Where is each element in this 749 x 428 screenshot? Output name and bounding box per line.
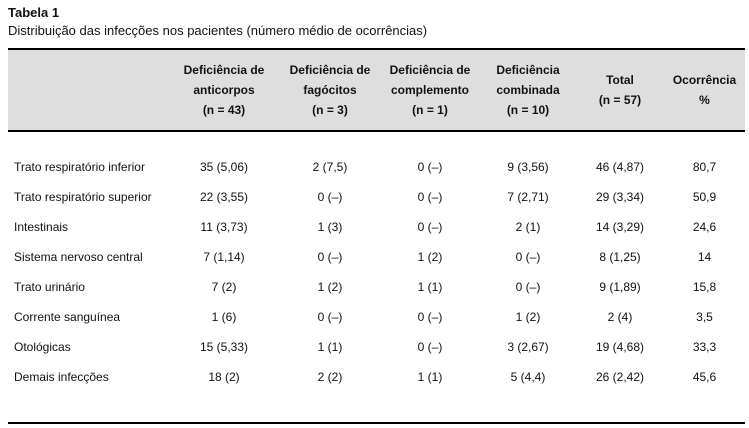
table-row: Otológicas 15 (5,33) 1 (1) 0 (–) 3 (2,67) 19 … [8, 332, 745, 362]
column-header: Ocorrência % [664, 49, 745, 132]
cell: 45,6 [692, 370, 717, 384]
cell: 46 (4,87) [595, 160, 645, 174]
row-label: Sistema nervoso central [14, 250, 143, 264]
cell: 1 (2) [515, 310, 541, 324]
cell: 29 (3,34) [595, 190, 645, 204]
row-label: Trato urinário [14, 280, 85, 294]
cell: 0 (–) [515, 250, 541, 264]
cell: 0 (–) [417, 220, 443, 234]
row-label: Intestinais [14, 220, 69, 234]
table-body: Trato respiratório inferior 35 (5,06) 2 (7… [8, 131, 745, 423]
row-label: Trato respiratório superior [14, 190, 152, 204]
cell: 2 (7,5) [312, 160, 348, 174]
row-label: Trato respiratório inferior [14, 160, 145, 174]
row-label-header [8, 49, 168, 132]
cell: 50,9 [692, 190, 717, 204]
cell: 0 (–) [417, 340, 443, 354]
table-row: Trato respiratório superior 22 (3,55) 0 (–… [8, 182, 745, 212]
table-subtitle: Distribuição das infecções nos pacientes… [8, 23, 428, 38]
cell: 1 (1) [317, 340, 343, 354]
cell: 26 (2,42) [595, 370, 645, 384]
column-header: Total (n = 57) [576, 49, 664, 132]
cell: 3,5 [696, 310, 713, 324]
cell: 9 (3,56) [507, 160, 549, 174]
column-header: Deficiência de anticorpos (n = 43) [168, 49, 280, 132]
cell: 2 (1) [515, 220, 541, 234]
cell: 7 (1,14) [203, 250, 245, 264]
column-header: Deficiência de fagócitos (n = 3) [280, 49, 380, 132]
column-header: Deficiência combinada (n = 10) [480, 49, 576, 132]
cell: 1 (6) [211, 310, 237, 324]
cell: 0 (–) [317, 310, 343, 324]
cell: 35 (5,06) [199, 160, 249, 174]
infections-table: Deficiência de anticorpos (n = 43) Defici… [8, 48, 745, 424]
cell: 15,8 [692, 280, 717, 294]
cell: 1 (2) [417, 250, 443, 264]
cell: 7 (2,71) [507, 190, 549, 204]
row-label: Otológicas [14, 340, 71, 354]
table-title: Tabela 1 [8, 5, 60, 20]
table-header: Deficiência de anticorpos (n = 43) Defici… [8, 49, 745, 132]
row-label: Corrente sanguínea [14, 310, 121, 324]
table-row: Trato urinário 7 (2) 1 (2) 1 (1) 0 (–) 9 (1,8… [8, 272, 745, 302]
cell: 0 (–) [417, 190, 443, 204]
cell: 9 (1,89) [599, 280, 641, 294]
cell: 1 (1) [417, 370, 443, 384]
cell: 1 (3) [317, 220, 343, 234]
cell: 15 (5,33) [199, 340, 249, 354]
header-row: Deficiência de anticorpos (n = 43) Defici… [8, 49, 745, 132]
table-row: Corrente sanguínea 1 (6) 0 (–) 0 (–) 1 (2) 2 … [8, 302, 745, 332]
cell: 0 (–) [317, 190, 343, 204]
cell: 1 (2) [317, 280, 343, 294]
cell: 0 (–) [417, 160, 443, 174]
cell: 0 (–) [317, 250, 343, 264]
table-row: Demais infecções 18 (2) 2 (2) 1 (1) 5 (4,4) 2… [8, 362, 745, 423]
cell: 3 (2,67) [507, 340, 549, 354]
row-label: Demais infecções [14, 370, 109, 384]
table-row: Sistema nervoso central 7 (1,14) 0 (–) 1 (2… [8, 242, 745, 272]
cell: 14 [697, 250, 712, 264]
cell: 1 (1) [417, 280, 443, 294]
cell: 33,3 [692, 340, 717, 354]
cell: 80,7 [692, 160, 717, 174]
cell: 19 (4,68) [595, 340, 645, 354]
cell: 0 (–) [417, 310, 443, 324]
cell: 2 (2) [317, 370, 343, 384]
cell: 18 (2) [208, 370, 240, 384]
table-row: Trato respiratório inferior 35 (5,06) 2 (7… [8, 131, 745, 182]
cell: 11 (3,73) [200, 220, 248, 234]
cell: 0 (–) [515, 280, 541, 294]
cell: 8 (1,25) [599, 250, 641, 264]
cell: 2 (4) [607, 310, 633, 324]
table-row: Intestinais 11 (3,73) 1 (3) 0 (–) 2 (1) 14 (3… [8, 212, 745, 242]
cell: 24,6 [692, 220, 717, 234]
cell: 14 (3,29) [595, 220, 645, 234]
cell: 5 (4,4) [510, 370, 546, 384]
cell: 22 (3,55) [199, 190, 249, 204]
column-header: Deficiência de complemento (n = 1) [380, 49, 480, 132]
cell: 7 (2) [211, 280, 237, 294]
